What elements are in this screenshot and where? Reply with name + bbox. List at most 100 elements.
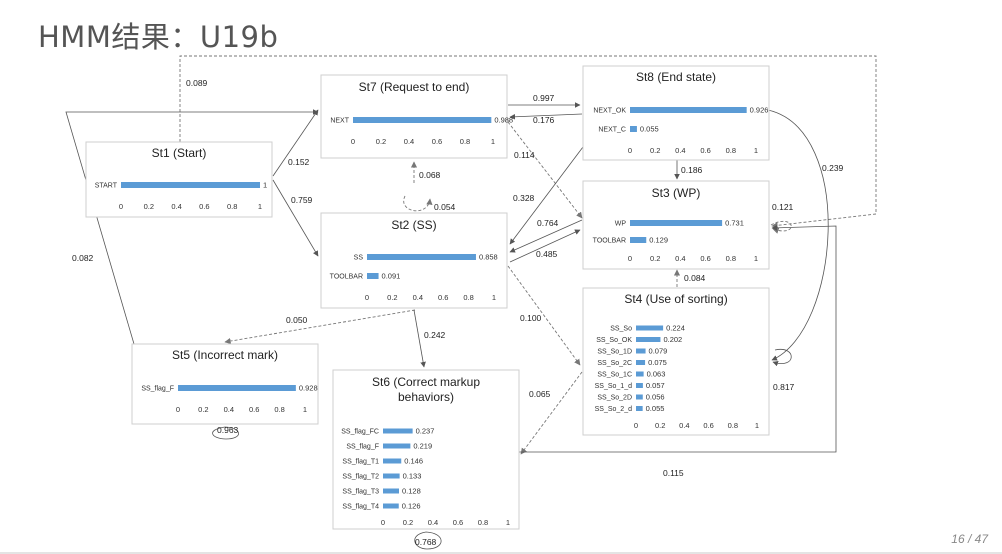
st5-bar-value: 0.928 [299,384,318,393]
st6-bar [383,488,399,494]
transition-label: 0.759 [291,195,313,205]
st6-bar-label: SS_flag_FC [341,429,379,436]
transition-label: 0.817 [773,382,795,392]
st8-axis-tick: 1 [754,146,758,155]
st7-bar [353,117,492,123]
st7-axis-tick: 0 [351,137,355,146]
transition-st1-to-st2 [272,179,319,257]
st6-axis-tick: 0.4 [428,518,438,527]
transition-label: 0.100 [520,313,542,323]
st4-bar [636,371,644,377]
transition-label: 0.997 [533,93,555,103]
st1-axis-tick: 0.6 [199,202,209,211]
st4-bar-label: SS_So_1C [597,372,632,379]
st4-bar-label: SS_So [610,326,632,333]
st2-bar-label: TOOLBAR [330,274,363,281]
st1-bar-label: START [95,183,118,190]
st4-bar-value: 0.224 [666,324,685,333]
st2-bar [367,254,476,260]
st7-bar-value: 0.988 [494,116,513,125]
st1-axis-tick: 0.2 [144,202,154,211]
st5-axis-tick: 0 [176,405,180,414]
st1-bar [121,182,260,188]
st4-bar-label: SS_So_2D [597,395,632,402]
st7-axis-tick: 0.6 [432,137,442,146]
st4-bar-value: 0.055 [646,404,665,413]
st4-bar [636,325,664,331]
transition-st4-to-st7 [65,109,319,345]
st4-bar [636,394,643,400]
transition-st4-to-st6 [520,371,583,455]
st5-axis-tick: 0.2 [198,405,208,414]
st3-axis-tick: 0.2 [650,254,660,263]
st1-axis-tick: 1 [258,202,262,211]
bottom-divider [0,552,1002,554]
st4-bar-value: 0.056 [646,393,665,402]
transition-arrows [65,55,877,550]
st6-axis-tick: 0.2 [403,518,413,527]
st7-box-frame [320,74,508,159]
st3-axis-tick: 0 [628,254,632,263]
st5-title: St5 (Incorrect mark) [172,348,278,362]
st6-axis-tick: 0 [381,518,385,527]
st8-axis-tick: 0 [628,146,632,155]
st6-axis-tick: 0.8 [478,518,488,527]
transition-st6-to-st3 [519,225,837,453]
st2-bar [367,273,379,279]
st3-bar-label: TOOLBAR [593,238,626,245]
st8-axis-tick: 0.6 [700,146,710,155]
st2-axis-tick: 0.2 [387,293,397,302]
st6-title: St6 (Correct markup [372,375,480,389]
st5-box-frame [131,343,319,425]
st3-state-box: St3 (WP) WP 0.731 TOOLBAR 0.129 0 0.2 0.4 0.6 0.8… [582,180,770,270]
st5-state-box: St5 (Incorrect mark) SS_flag_F 0.928 0 0.2 0.… [131,343,319,425]
st6-bar-label: SS_flag_F [346,444,379,451]
transition-st7-to-st3 [507,121,583,219]
st6-axis-tick: 0.6 [453,518,463,527]
st7-axis-tick: 0.8 [460,137,470,146]
st6-title: behaviors) [398,390,454,404]
st6-box-frame [332,369,520,530]
transition-st1-to-st3 [179,55,877,229]
st2-axis-tick: 0 [365,293,369,302]
st8-title: St8 (End state) [636,70,716,84]
st5-axis-tick: 0.8 [274,405,284,414]
st3-axis-tick: 0.4 [675,254,685,263]
st4-title: St4 (Use of sorting) [624,292,727,306]
st2-state-box: St2 (SS) SS 0.858 TOOLBAR 0.091 0 0.2 0.4 0.6 0.8… [320,212,508,309]
st2-axis-tick: 0.6 [438,293,448,302]
transition-labels: 0.152 0.759 0.089 0.997 0.176 0.068 0.054 0.114… [72,78,844,547]
st7-axis-tick: 1 [491,137,495,146]
transition-label: 0.084 [684,273,706,283]
st4-bar [636,348,646,354]
st6-bar-label: SS_flag_T3 [342,489,379,496]
st8-axis-tick: 0.2 [650,146,660,155]
st4-bar-label: SS_So_OK [596,337,632,344]
transition-st8-to-st4 [767,109,829,361]
st4-axis-tick: 0.4 [679,421,689,430]
st8-bar [630,126,637,132]
transition-label: 0.121 [772,202,794,212]
transition-st5-to-st5 [212,426,240,440]
st8-bar-label: NEXT_OK [593,108,626,115]
st8-bar-value: 0.055 [640,125,659,134]
transition-label: 0.239 [822,163,844,173]
st1-axis-tick: 0.4 [171,202,181,211]
transition-st4-to-st4 [772,348,792,367]
st2-bar-label: SS [354,255,364,262]
st3-bar-value: 0.731 [725,219,744,228]
st4-bar-value: 0.057 [646,381,665,390]
st8-bar-label: NEXT_C [598,127,626,134]
st5-bar-label: SS_flag_F [141,386,174,393]
st2-axis-tick: 0.4 [413,293,423,302]
st8-state-box: St8 (End state) NEXT_OK 0.926 NEXT_C 0.055 0 0… [582,65,770,161]
st4-box-frame [582,287,770,436]
st2-bar-value: 0.091 [382,272,401,281]
st6-bar-label: SS_flag_T1 [342,459,379,466]
page-number: 16 / 47 [951,532,988,546]
st2-title: St2 (SS) [391,218,436,232]
st3-bar [630,237,647,243]
transition-st6-to-st6 [414,531,442,550]
